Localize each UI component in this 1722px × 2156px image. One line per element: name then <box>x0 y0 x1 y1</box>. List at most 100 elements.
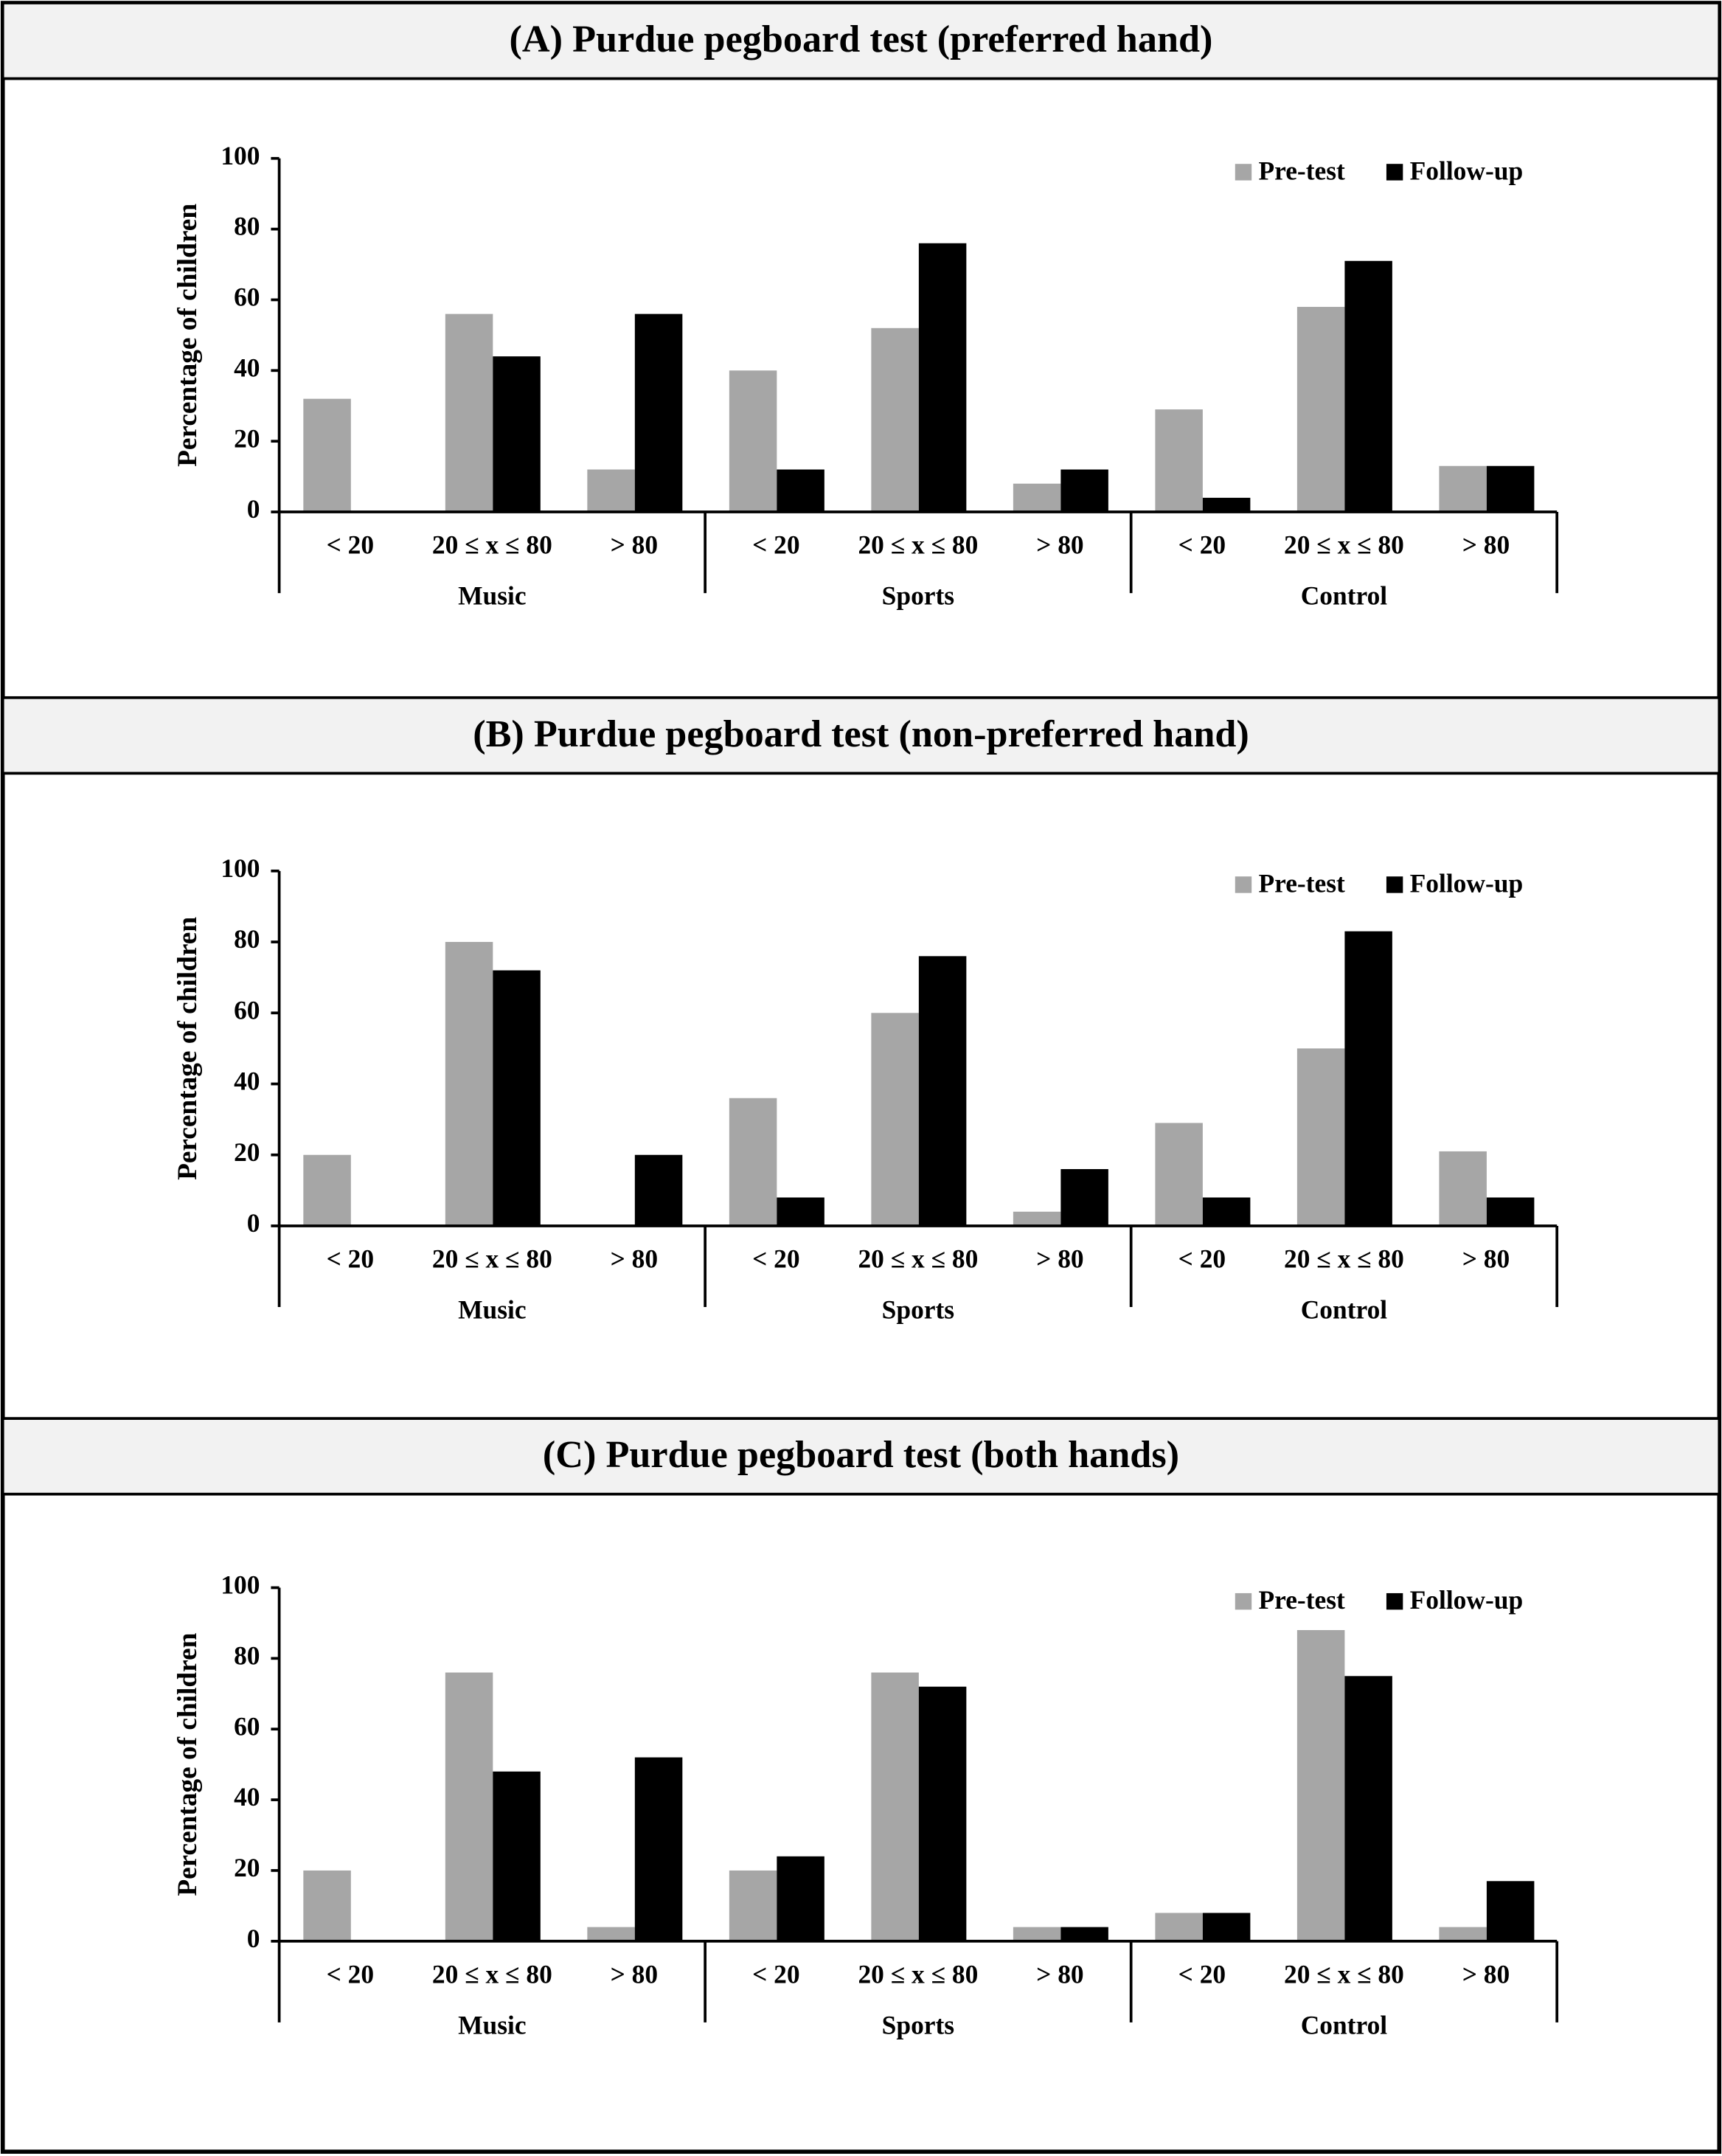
bar <box>1486 1881 1535 1941</box>
y-tick-label: 100 <box>221 1570 260 1600</box>
bar <box>918 956 967 1226</box>
group-label: Music <box>458 2010 526 2039</box>
x-tick-label: < 20 <box>1178 530 1226 560</box>
group-label: Control <box>1301 581 1388 611</box>
group-label: Sports <box>882 2010 954 2039</box>
x-tick-label: < 20 <box>327 1959 374 1989</box>
x-tick-label: > 80 <box>1036 1959 1083 1989</box>
bar <box>1155 409 1203 513</box>
panel-title: (B) Purdue pegboard test (non-preferred … <box>473 713 1249 755</box>
x-tick-label: < 20 <box>1178 1244 1226 1274</box>
y-tick-label: 100 <box>221 141 260 170</box>
group-label: Control <box>1301 1295 1388 1325</box>
bar <box>445 313 493 513</box>
bar <box>918 243 967 513</box>
bar <box>1060 1927 1108 1941</box>
bar <box>634 313 683 513</box>
panel-header <box>1 696 1721 775</box>
y-tick-label: 80 <box>234 1640 260 1670</box>
x-tick-label: > 80 <box>611 530 658 560</box>
x-tick-label: 20 ≤ x ≤ 80 <box>1284 1959 1404 1989</box>
bar <box>1013 1927 1061 1941</box>
bar <box>777 1197 824 1226</box>
x-tick-label: > 80 <box>1462 1959 1510 1989</box>
y-tick-label: 40 <box>234 353 260 382</box>
bar <box>1202 1913 1251 1941</box>
group-label: Sports <box>882 581 954 611</box>
x-tick-label: 20 ≤ x ≤ 80 <box>1284 530 1404 560</box>
legend-label: Pre-test <box>1258 868 1345 898</box>
bar <box>1296 1048 1345 1226</box>
bar <box>1013 1211 1061 1226</box>
bar <box>729 370 777 513</box>
bar <box>1202 497 1251 513</box>
bar <box>445 942 493 1226</box>
bar <box>1013 483 1061 513</box>
bar <box>1060 1169 1108 1226</box>
bar <box>303 1870 351 1941</box>
x-tick-label: > 80 <box>611 1244 658 1274</box>
bar <box>871 327 919 513</box>
y-tick-label: 60 <box>234 283 260 312</box>
x-tick-label: > 80 <box>611 1959 658 1989</box>
y-tick-label: 80 <box>234 212 260 241</box>
bar <box>1439 1151 1487 1226</box>
bar <box>1439 465 1487 513</box>
y-tick-label: 20 <box>234 1853 260 1882</box>
bar <box>729 1098 777 1226</box>
bar <box>303 398 351 513</box>
legend-swatch <box>1235 876 1252 893</box>
bar <box>634 1154 683 1226</box>
group-label: Music <box>458 581 526 611</box>
bar <box>777 469 824 513</box>
panel-title: (A) Purdue pegboard test (preferred hand… <box>510 18 1213 60</box>
bar <box>634 1757 683 1941</box>
legend-label: Follow-up <box>1410 868 1524 898</box>
legend-label: Follow-up <box>1410 1585 1524 1615</box>
bar <box>493 356 541 513</box>
legend-swatch <box>1386 1592 1403 1610</box>
panel-header <box>1 1 1721 80</box>
legend-label: Pre-test <box>1258 156 1345 185</box>
x-tick-label: > 80 <box>1462 530 1510 560</box>
bar <box>1439 1927 1487 1941</box>
x-tick-label: < 20 <box>752 530 799 560</box>
legend-label: Follow-up <box>1410 156 1524 185</box>
bar <box>587 469 635 513</box>
x-tick-label: 20 ≤ x ≤ 80 <box>1284 1244 1404 1274</box>
bar <box>1155 1913 1203 1941</box>
bar <box>1344 931 1392 1226</box>
x-tick-label: < 20 <box>1178 1959 1226 1989</box>
legend-swatch <box>1235 164 1252 181</box>
x-tick-label: > 80 <box>1036 1244 1083 1274</box>
bar <box>587 1927 635 1941</box>
y-tick-label: 40 <box>234 1782 260 1812</box>
y-tick-label: 20 <box>234 423 260 453</box>
bar <box>1202 1197 1251 1226</box>
legend-swatch <box>1235 1592 1252 1610</box>
x-tick-label: > 80 <box>1462 1244 1510 1274</box>
bar <box>871 1672 919 1941</box>
y-tick-label: 0 <box>247 1208 260 1238</box>
bar <box>1344 260 1392 513</box>
panel-header <box>1 1417 1721 1496</box>
x-tick-label: 20 ≤ x ≤ 80 <box>432 1244 552 1274</box>
y-axis-label: Percentage of children <box>173 917 203 1180</box>
bar <box>1486 1197 1535 1226</box>
y-tick-label: 80 <box>234 924 260 954</box>
y-axis-label: Percentage of children <box>173 1632 203 1896</box>
group-label: Sports <box>882 1295 954 1325</box>
x-tick-label: 20 ≤ x ≤ 80 <box>858 1244 978 1274</box>
bar <box>493 1771 541 1941</box>
bar <box>303 1154 351 1226</box>
legend-swatch <box>1386 164 1403 181</box>
bar <box>777 1856 824 1941</box>
y-tick-label: 0 <box>247 494 260 524</box>
legend-label: Pre-test <box>1258 1585 1345 1615</box>
bar <box>1486 465 1535 513</box>
x-tick-label: < 20 <box>752 1959 799 1989</box>
y-axis-label: Percentage of children <box>173 204 203 467</box>
bar <box>1296 1630 1345 1941</box>
bar <box>729 1870 777 1941</box>
